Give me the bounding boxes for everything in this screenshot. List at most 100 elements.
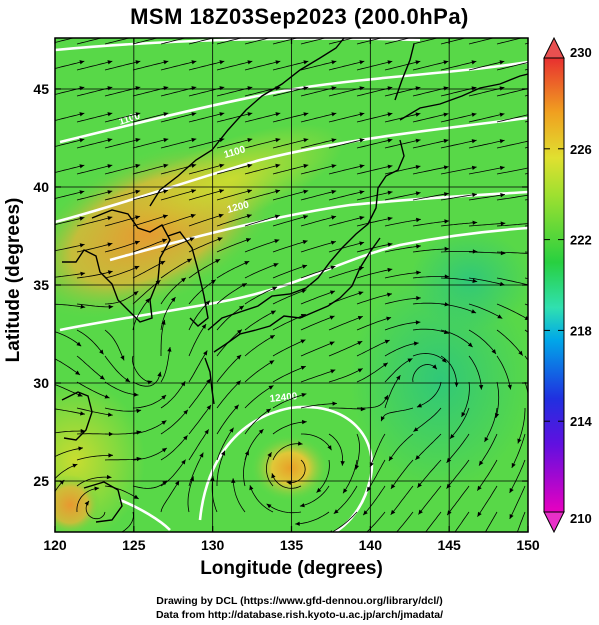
wind-arrow (499, 165, 505, 171)
streamline (412, 276, 450, 279)
wind-arrow (416, 217, 421, 223)
streamline (76, 190, 113, 201)
streamline (188, 189, 225, 201)
streamline (244, 60, 281, 71)
wind-arrow (107, 412, 113, 417)
streamline (272, 164, 309, 175)
streamline (384, 342, 419, 357)
streamline (104, 355, 131, 383)
streamline (484, 511, 498, 532)
streamline (446, 485, 470, 516)
streamline (249, 485, 274, 513)
wind-arrow (413, 427, 419, 432)
streamline (509, 459, 526, 494)
wind-arrow (274, 214, 280, 219)
wind-arrow (157, 371, 162, 377)
wind-arrow (443, 112, 449, 117)
streamline (132, 38, 159, 45)
streamline (412, 353, 447, 363)
streamline (104, 138, 141, 149)
wind-arrow (107, 216, 113, 221)
wind-arrow (133, 392, 139, 397)
streamline (316, 459, 330, 493)
wind-arrow (444, 246, 450, 252)
streamline (55, 447, 84, 458)
wind-arrow (237, 329, 242, 335)
wind-arrow (358, 291, 364, 296)
streamline (384, 218, 421, 227)
streamline (328, 190, 365, 201)
streamline (511, 433, 526, 469)
streamline (496, 38, 523, 45)
wind-arrow (382, 362, 388, 368)
streamline (55, 217, 85, 225)
wind-arrow (229, 427, 234, 433)
wind-arrow (303, 60, 309, 65)
wind-arrow (499, 139, 505, 144)
streamline (468, 194, 506, 201)
streamline (76, 38, 103, 45)
streamline (55, 38, 75, 43)
streamline (272, 289, 307, 305)
wind-arrow (161, 319, 166, 325)
streamline (388, 433, 414, 462)
wind-arrow (191, 112, 197, 117)
wind-arrow (479, 539, 483, 544)
luzon-coast (83, 481, 123, 523)
wind-arrow (332, 401, 337, 406)
streamline (300, 315, 335, 331)
wind-arrow (471, 86, 477, 91)
wind-arrow (390, 484, 396, 489)
wind-arrow (181, 277, 186, 283)
wind-arrow (219, 60, 225, 65)
streamlines (55, 38, 528, 532)
streamline (132, 371, 161, 387)
wind-arrow (500, 251, 506, 256)
streamline (412, 364, 438, 383)
wind-arrow (104, 394, 110, 399)
x-tick-label: 120 (43, 537, 67, 553)
streamline (356, 243, 393, 253)
wind-arrow (244, 450, 249, 456)
streamline (299, 485, 330, 507)
wind-arrow (359, 138, 365, 143)
streamline (188, 323, 207, 357)
wind-arrow (135, 60, 141, 65)
streamline (300, 290, 336, 305)
streamline (384, 60, 421, 71)
streamline (328, 340, 363, 357)
wind-arrow (491, 349, 496, 354)
streamline (295, 511, 330, 525)
streamline (496, 61, 528, 71)
credit-data: Data from http://database.rish.kyoto-u.a… (155, 609, 444, 621)
wind-arrow (303, 163, 309, 169)
streamline (328, 266, 364, 279)
y-tick-label: 40 (33, 179, 49, 195)
streamline (187, 476, 194, 513)
streamline (244, 138, 281, 149)
wind-arrow (303, 215, 308, 220)
streamline (356, 38, 383, 45)
streamline (76, 112, 113, 123)
streamline (131, 355, 153, 383)
wind-arrow (539, 383, 543, 388)
streamline (160, 409, 189, 435)
wind-arrow (524, 316, 528, 321)
streamline (272, 240, 308, 253)
streamline (272, 60, 309, 71)
wind-arrow (415, 138, 421, 143)
streamline (104, 407, 142, 412)
wind-arrow (163, 163, 169, 168)
streamline (272, 138, 309, 149)
streamline (132, 189, 169, 201)
streamline (216, 305, 245, 331)
wind-arrow (161, 395, 167, 400)
wind-arrow (107, 60, 113, 65)
streamline (244, 38, 271, 45)
streamline (271, 473, 302, 489)
streamline (216, 189, 253, 201)
wind-arrow (221, 450, 226, 456)
contour-line (55, 116, 528, 224)
wind-arrow (79, 60, 85, 65)
streamline (132, 214, 168, 227)
